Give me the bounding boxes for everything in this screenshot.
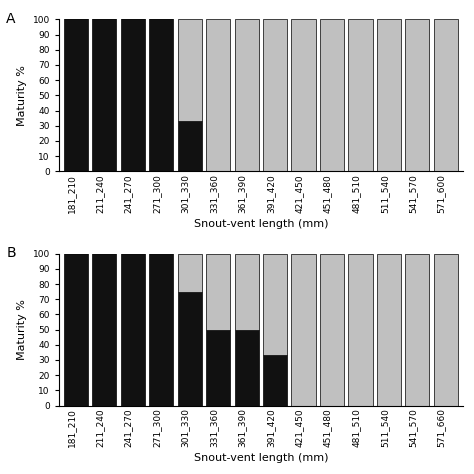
Bar [178, 121, 202, 171]
Y-axis label: Maturity %: Maturity % [17, 299, 27, 360]
Bar [178, 292, 202, 406]
Bar [263, 254, 287, 356]
Bar [434, 254, 458, 406]
Bar [292, 19, 316, 171]
Bar [292, 254, 316, 406]
Bar [92, 254, 117, 406]
X-axis label: Snout-vent length (mm): Snout-vent length (mm) [193, 219, 328, 228]
Bar [320, 254, 344, 406]
Bar [377, 254, 401, 406]
Bar [320, 19, 344, 171]
X-axis label: Snout-vent length (mm): Snout-vent length (mm) [193, 453, 328, 463]
Bar [206, 19, 230, 171]
Bar [92, 19, 117, 171]
Bar [178, 254, 202, 292]
Bar [377, 19, 401, 171]
Bar [235, 329, 259, 406]
Bar [434, 19, 458, 171]
Y-axis label: Maturity %: Maturity % [17, 65, 27, 126]
Bar [178, 19, 202, 121]
Text: A: A [6, 12, 16, 26]
Bar [263, 356, 287, 406]
Text: B: B [6, 246, 16, 260]
Bar [206, 329, 230, 406]
Bar [149, 254, 173, 406]
Bar [235, 19, 259, 171]
Bar [64, 19, 88, 171]
Bar [348, 254, 373, 406]
Bar [149, 19, 173, 171]
Bar [121, 19, 145, 171]
Bar [64, 254, 88, 406]
Bar [235, 254, 259, 329]
Bar [405, 19, 429, 171]
Bar [348, 19, 373, 171]
Bar [405, 254, 429, 406]
Bar [121, 254, 145, 406]
Bar [206, 254, 230, 329]
Bar [263, 19, 287, 171]
